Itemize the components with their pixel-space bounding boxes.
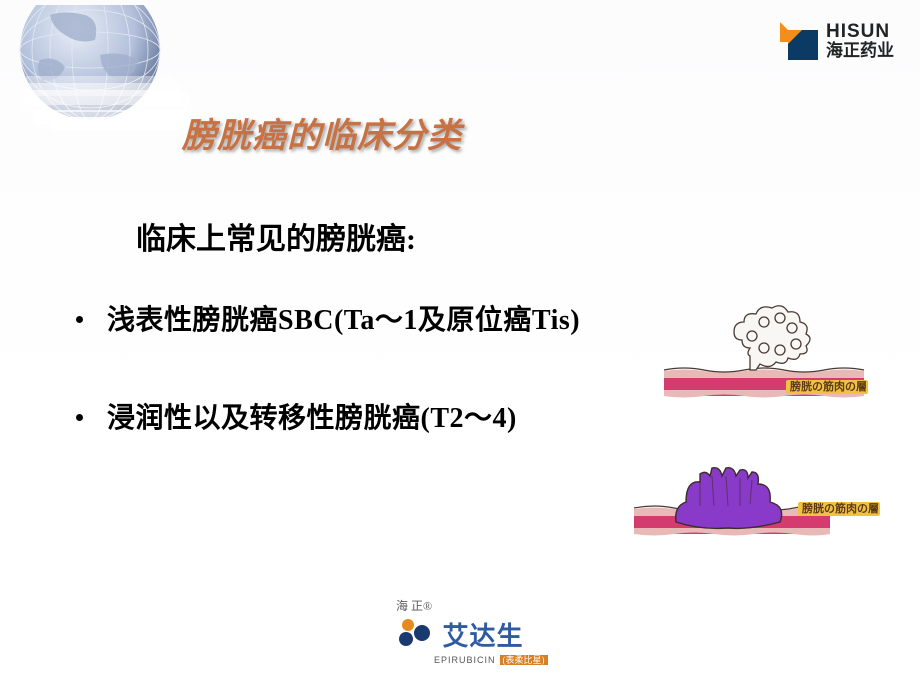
bullet-dot-icon [76, 414, 83, 421]
logo-mark-icon [780, 22, 818, 60]
list-item: 浸润性以及转移性膀胱癌(T2～4) [76, 396, 580, 436]
list-item: 浅表性膀胱癌SBC(Ta～1及原位癌Tis) [76, 298, 580, 338]
company-logo-text: HISUN 海正药业 [826, 22, 894, 60]
intro-text: 临床上常见的膀胱癌: [136, 214, 416, 258]
bullet-list: 浅表性膀胱癌SBC(Ta～1及原位癌Tis) 浸润性以及转移性膀胱癌(T2～4) [76, 298, 580, 494]
globe-decoration [10, 5, 210, 135]
diagram2-caption: 膀胱の筋肉の層 [801, 501, 879, 515]
diagram-invasive-tumor: 膀胱の筋肉の層 [630, 460, 880, 550]
company-name-en: HISUN [826, 22, 894, 42]
footer-brand-row: 艾达生 [360, 616, 560, 653]
slide: HISUN 海正药业 膀胱癌的临床分类 临床上常见的膀胱癌: 浅表性膀胱癌SBC… [0, 0, 920, 688]
diagram1-caption: 膀胱の筋肉の層 [789, 379, 867, 393]
diagram-superficial-tumor: 膀胱の筋肉の層 [660, 298, 880, 418]
bullet-dot-icon [76, 316, 83, 323]
slide-title: 膀胱癌的临床分类 [182, 108, 462, 157]
bullet-text: 浸润性以及转移性膀胱癌(T2～4) [107, 396, 517, 436]
footer-product-name-en: EPIRUBICIN [434, 655, 496, 665]
company-logo: HISUN 海正药业 [780, 22, 894, 60]
bullet-text: 浅表性膀胱癌SBC(Ta～1及原位癌Tis) [107, 298, 580, 338]
footer-brand-owner: 海 正® [360, 597, 560, 614]
footer-product-generic: (表柔比星) [500, 655, 548, 665]
footer-product-name-cn: 艾达生 [442, 616, 523, 653]
company-name-cn: 海正药业 [826, 42, 894, 60]
footer-product-sub: EPIRUBICIN (表柔比星) [360, 653, 560, 666]
footer-product-logo: 海 正® 艾达生 EPIRUBICIN (表柔比星) [360, 597, 560, 666]
molecule-icon [396, 617, 434, 652]
